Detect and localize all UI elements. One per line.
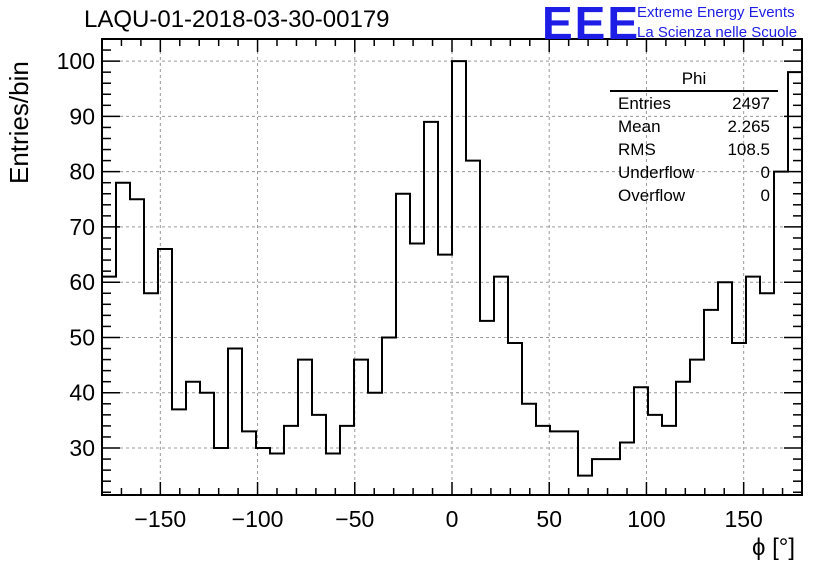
stats-value: 0 [760, 186, 770, 205]
stats-label: Underflow [618, 163, 695, 182]
y-tick-label: 70 [69, 214, 95, 240]
x-tick-label: −100 [232, 506, 284, 532]
stats-box: Phi Entries 2497 Mean 2.265 RMS 108.5 Under… [610, 70, 778, 207]
stats-value: 108.5 [727, 140, 770, 159]
y-tick-label: 90 [69, 103, 95, 129]
y-tick-label: 60 [69, 269, 95, 295]
x-tick-label: 150 [724, 506, 762, 532]
logo-line-2: La Scienza nelle Scuole [637, 24, 798, 41]
y-tick-label: 50 [69, 324, 95, 350]
x-tick-label: 0 [446, 506, 459, 532]
x-tick-label: 100 [627, 506, 665, 532]
stats-row: RMS 108.5 [610, 138, 778, 161]
y-axis-label: Entries/bin [4, 61, 34, 184]
stats-label: Overflow [618, 186, 686, 205]
stats-value: 0 [760, 163, 770, 182]
eee-logo: EEE [542, 0, 641, 49]
x-tick-label: 50 [536, 506, 562, 532]
stats-title: Phi [610, 70, 778, 92]
stats-row: Underflow 0 [610, 161, 778, 184]
stats-label: RMS [618, 140, 656, 159]
chart-title: LAQU-01-2018-03-30-00179 [84, 6, 390, 33]
stats-value: 2.265 [727, 117, 770, 136]
stats-label: Entries [618, 94, 671, 113]
axis-tick-labels: −150 −100 −50 0 50 100 150 30 40 50 60 70 80 90 100 [57, 48, 763, 532]
x-tick-label: −150 [134, 506, 186, 532]
histogram-series [102, 60, 802, 477]
stats-value: 2497 [732, 94, 770, 113]
y-tick-label: 100 [57, 48, 95, 74]
x-axis-label: ϕ [°] [752, 534, 796, 561]
y-tick-label: 40 [69, 380, 95, 406]
stats-row: Entries 2497 [610, 92, 778, 115]
stats-row: Mean 2.265 [610, 115, 778, 138]
stats-row: Overflow 0 [610, 184, 778, 207]
logo-line-1: Extreme Energy Events [637, 4, 795, 21]
y-tick-label: 80 [69, 159, 95, 185]
x-tick-label: −50 [335, 506, 374, 532]
y-tick-label: 30 [69, 435, 95, 461]
axis-ticks [102, 38, 802, 495]
stats-label: Mean [618, 117, 661, 136]
